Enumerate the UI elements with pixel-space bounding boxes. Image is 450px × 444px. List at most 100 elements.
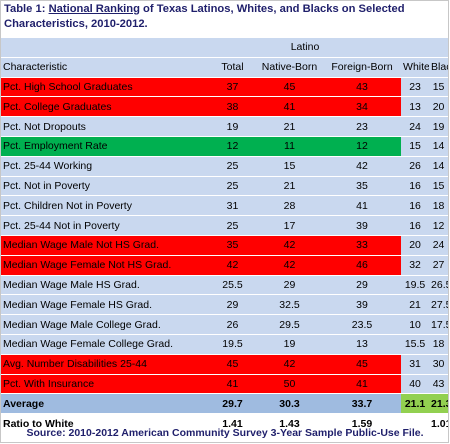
cell-total: 25.5 <box>209 275 256 296</box>
cell-total: 25 <box>209 215 256 236</box>
column-header-row: Characteristic Total Native-Born Foreign… <box>1 57 449 78</box>
table-row: Median Wage Male Not HS Grad. 35 42 33 20 24 <box>1 235 449 256</box>
average-black: 21.3 <box>429 393 449 415</box>
table-row: Pct. Employment Rate 12 11 12 15 14 <box>1 136 449 157</box>
cell-foreign-born: 23.5 <box>323 314 402 335</box>
cell-white: 26 <box>401 156 430 177</box>
cell-total: 37 <box>209 77 256 98</box>
row-label: Pct. 25-44 Working <box>1 156 209 177</box>
cell-total: 35 <box>209 235 256 256</box>
ratio-row: Ratio to White 1.41 1.43 1.59 1.01 <box>1 413 449 434</box>
cell-native-born: 42 <box>256 255 323 276</box>
row-label: Median Wage Male College Grad. <box>1 314 209 335</box>
cell-foreign-born: 34 <box>323 96 402 118</box>
cell-white: 20 <box>401 235 430 256</box>
average-label: Average <box>1 393 209 415</box>
cell-black: 27.5 <box>429 294 449 316</box>
cell-white: 16 <box>401 195 430 217</box>
table-row: Pct. Not in Poverty 25 21 35 16 15 <box>1 176 449 197</box>
cell-white: 15 <box>401 136 430 157</box>
cell-white: 31 <box>401 354 430 375</box>
row-label: Pct. Not in Poverty <box>1 176 209 197</box>
table-row: Pct. High School Graduates 37 45 43 23 15 <box>1 77 449 98</box>
table-row: Pct. Not Dropouts 19 21 23 24 19 <box>1 116 449 137</box>
average-total: 29.7 <box>209 393 256 415</box>
column-header-foreign-born: Foreign-Born <box>323 57 402 78</box>
cell-foreign-born: 13 <box>323 334 402 355</box>
cell-white: 32 <box>401 255 430 276</box>
ratio-black: 1.01 <box>429 413 449 434</box>
cell-native-born: 50 <box>256 374 323 395</box>
table-body: Pct. High School Graduates 37 45 43 23 15 Pct.… <box>1 77 449 395</box>
title-prefix: Table 1: <box>4 3 49 15</box>
cell-black: 43 <box>429 374 449 395</box>
row-label: Pct. Children Not in Poverty <box>1 195 209 217</box>
cell-total: 45 <box>209 354 256 375</box>
table-title: Table 1: National Ranking of Texas Latin… <box>4 2 444 32</box>
row-label: Median Wage Male HS Grad. <box>1 275 209 296</box>
cell-black: 18 <box>429 334 449 355</box>
table-row: Median Wage Male College Grad. 26 29.5 23.5… <box>1 314 449 335</box>
cell-black: 14 <box>429 156 449 177</box>
row-label: Median Wage Female Not HS Grad. <box>1 255 209 276</box>
cell-foreign-born: 42 <box>323 156 402 177</box>
cell-total: 19.5 <box>209 334 256 355</box>
cell-total: 12 <box>209 136 256 157</box>
cell-native-born: 21 <box>256 176 323 197</box>
cell-foreign-born: 46 <box>323 255 402 276</box>
table-row: Median Wage Female Not HS Grad. 42 42 46 32 2… <box>1 255 449 276</box>
cell-total: 19 <box>209 116 256 137</box>
cell-white: 16 <box>401 215 430 236</box>
cell-white: 21 <box>401 294 430 316</box>
cell-white: 16 <box>401 176 430 197</box>
cell-white: 23 <box>401 77 430 98</box>
row-label: Median Wage Female College Grad. <box>1 334 209 355</box>
ratio-foreign-born: 1.59 <box>323 413 402 434</box>
row-label: Avg. Number Disabilities 25-44 <box>1 354 209 375</box>
cell-total: 29 <box>209 294 256 316</box>
table-row: Median Wage Female HS Grad. 29 32.5 39 21 27.… <box>1 294 449 316</box>
row-label: Median Wage Female HS Grad. <box>1 294 209 316</box>
cell-total: 26 <box>209 314 256 335</box>
table-row: Pct. Children Not in Poverty 31 28 41 16 18 <box>1 195 449 217</box>
ratio-native-born: 1.43 <box>256 413 323 434</box>
cell-native-born: 45 <box>256 77 323 98</box>
row-label: Pct. With Insurance <box>1 374 209 395</box>
column-header-native-born: Native-Born <box>256 57 323 78</box>
cell-foreign-born: 41 <box>323 195 402 217</box>
cell-native-born: 29.5 <box>256 314 323 335</box>
column-header-characteristic: Characteristic <box>1 57 209 78</box>
cell-foreign-born: 35 <box>323 176 402 197</box>
cell-native-born: 42 <box>256 354 323 375</box>
row-label: Pct. Employment Rate <box>1 136 209 157</box>
table-row: Pct. 25-44 Not in Poverty 25 17 39 16 12 <box>1 215 449 236</box>
cell-foreign-born: 23 <box>323 116 402 137</box>
cell-native-born: 32.5 <box>256 294 323 316</box>
ratio-total: 1.41 <box>209 413 256 434</box>
cell-native-born: 42 <box>256 235 323 256</box>
source-note: Source: 2010-2012 American Community Sur… <box>26 427 424 439</box>
cell-white: 15.5 <box>401 334 430 355</box>
cell-native-born: 19 <box>256 334 323 355</box>
ratio-label: Ratio to White <box>1 413 209 434</box>
cell-native-born: 15 <box>256 156 323 177</box>
row-label: Pct. College Graduates <box>1 96 209 118</box>
cell-native-born: 11 <box>256 136 323 157</box>
table-row: Pct. 25-44 Working 25 15 42 26 14 <box>1 156 449 177</box>
cell-foreign-born: 29 <box>323 275 402 296</box>
average-row: Average 29.7 30.3 33.7 21.1 21.3 <box>1 393 449 415</box>
cell-white: 13 <box>401 96 430 118</box>
row-label: Median Wage Male Not HS Grad. <box>1 235 209 256</box>
column-header-black: Black <box>429 57 449 78</box>
ratio-white <box>401 413 430 434</box>
cell-white: 40 <box>401 374 430 395</box>
table-row: Median Wage Male HS Grad. 25.5 29 29 19.5 26.… <box>1 275 449 296</box>
table-row: Pct. With Insurance 41 50 41 40 43 <box>1 374 449 395</box>
cell-black: 15 <box>429 77 449 98</box>
cell-black: 12 <box>429 215 449 236</box>
title-rest: of Texas Latinos, Whites, and Blacks on … <box>4 3 405 30</box>
cell-native-born: 28 <box>256 195 323 217</box>
row-label: Pct. Not Dropouts <box>1 116 209 137</box>
cell-foreign-born: 43 <box>323 77 402 98</box>
